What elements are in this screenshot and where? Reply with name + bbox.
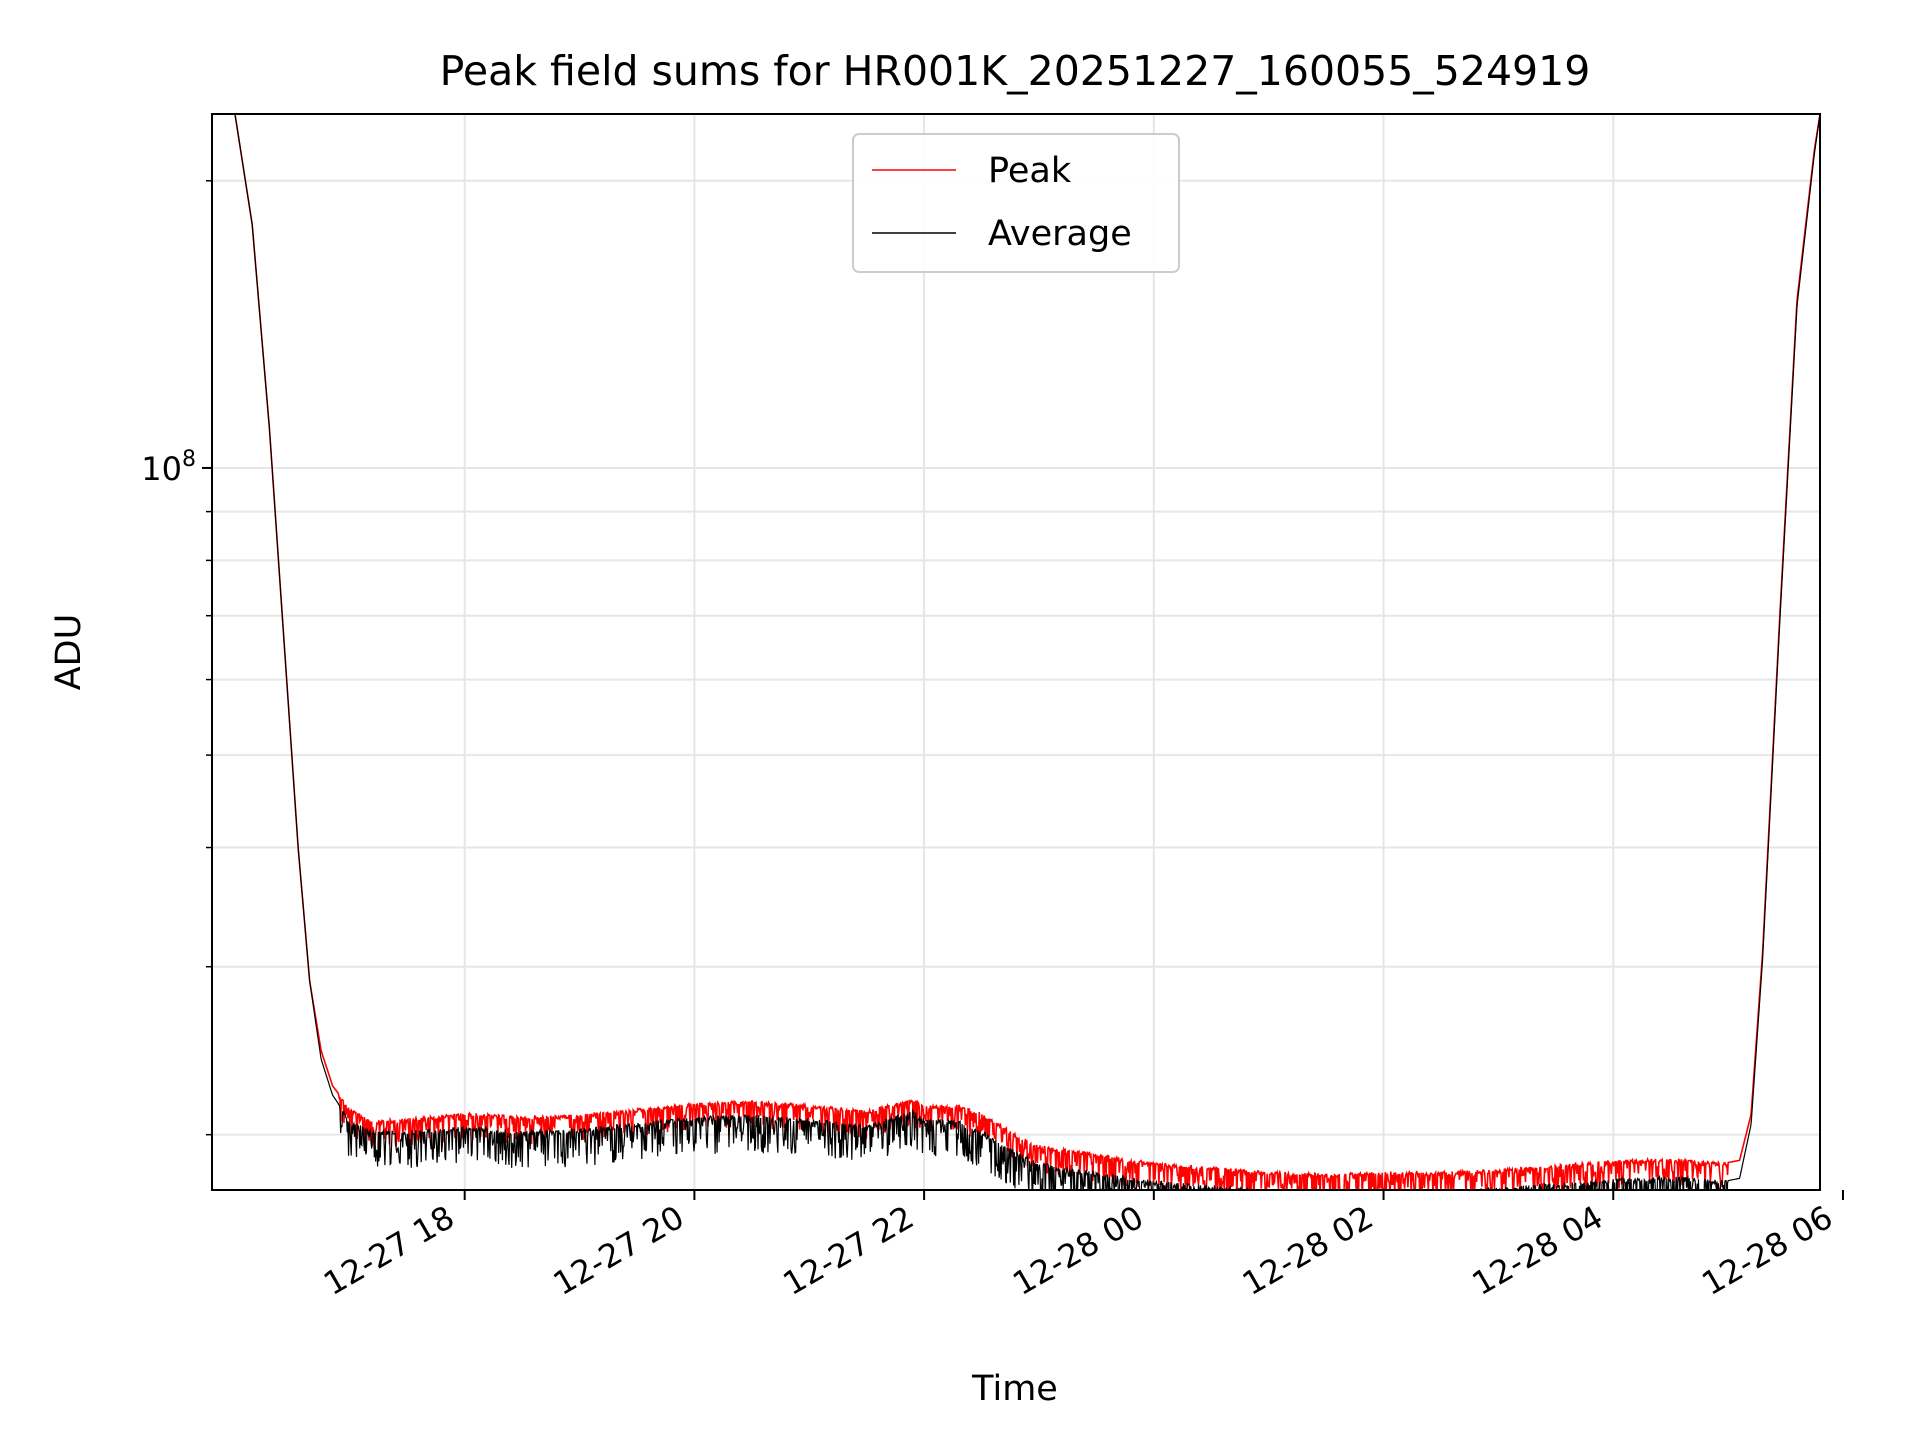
plot-frame <box>211 113 1821 1191</box>
plot-area <box>212 114 1820 1190</box>
y-tick-label: 108 <box>141 447 196 488</box>
chart-title: Peak field sums for HR001K_20251227_1600… <box>440 47 1591 95</box>
y-axis-label: ADU <box>49 614 89 691</box>
legend: Peak Average <box>852 133 1180 273</box>
legend-label-peak: Peak <box>988 151 1072 191</box>
x-axis-label: Time <box>971 1369 1058 1409</box>
legend-box <box>852 133 1180 273</box>
series-line-average <box>234 114 1820 1190</box>
legend-label-average: Average <box>988 214 1132 254</box>
series-group <box>234 114 1820 1190</box>
